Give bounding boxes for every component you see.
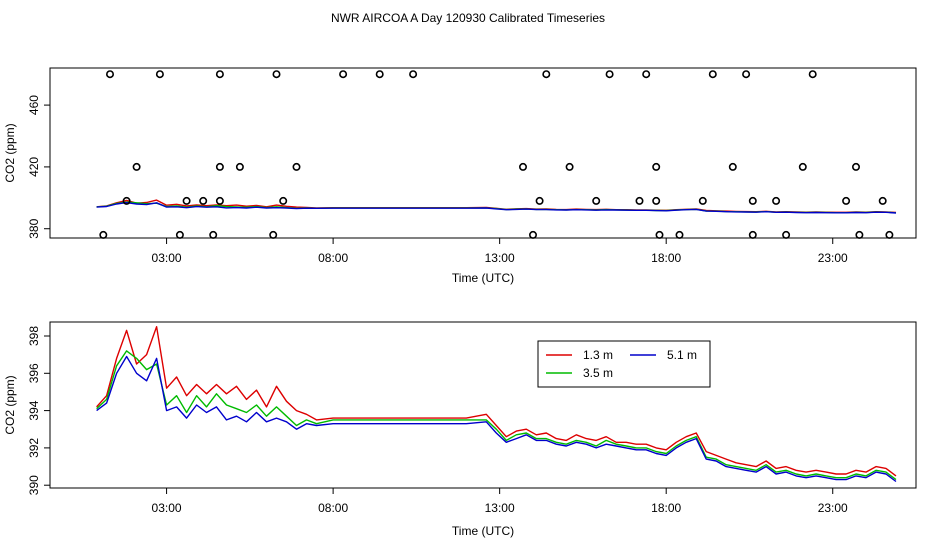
outlier-point	[878, 196, 887, 205]
outlier-point	[155, 70, 164, 79]
outlier-point	[772, 196, 781, 205]
outlier-point	[279, 196, 288, 205]
outlier-point	[652, 162, 661, 171]
outlier-point	[698, 196, 707, 205]
x-tick-label: 08:00	[318, 251, 348, 265]
y-tick-label: 396	[27, 363, 41, 383]
top-series-line-5-1-m	[96, 201, 897, 214]
x-tick-label: 03:00	[152, 501, 182, 515]
y-tick-label: 390	[27, 475, 41, 495]
legend-label-5-1m: 5.1 m	[667, 348, 697, 362]
outlier-point	[182, 196, 191, 205]
outlier-point	[215, 196, 224, 205]
outlier-point	[542, 70, 551, 79]
series-line-5-1-m	[96, 355, 897, 483]
outlier-point	[292, 162, 301, 171]
outlier-point	[655, 230, 664, 239]
x-tick-label: 03:00	[152, 251, 182, 265]
bottom-series-lines	[96, 326, 897, 483]
y-tick-label: 394	[27, 400, 41, 420]
bottom-y-axis: 390 392 394 396 398	[27, 326, 50, 495]
outlier-point	[782, 230, 791, 239]
top-x-axis-label: Time (UTC)	[452, 271, 514, 285]
outlier-point	[535, 196, 544, 205]
outlier-point	[605, 70, 614, 79]
outlier-point	[409, 70, 418, 79]
y-tick-label: 392	[27, 438, 41, 458]
outlier-point	[122, 196, 131, 205]
outlier-point	[215, 70, 224, 79]
outlier-point	[339, 70, 348, 79]
legend-box	[537, 340, 711, 388]
series-line-1-3-m	[96, 326, 897, 477]
outlier-point	[215, 162, 224, 171]
outlier-point	[635, 196, 644, 205]
top-y-axis: 380 420 460	[27, 95, 50, 239]
bottom-x-axis: 03:00 08:00 13:00 18:00 23:00	[152, 488, 848, 515]
outlier-point	[855, 230, 864, 239]
outlier-point	[748, 196, 757, 205]
outlier-point	[642, 70, 651, 79]
outlier-point	[132, 162, 141, 171]
x-tick-label: 13:00	[485, 501, 515, 515]
bottom-x-axis-label: Time (UTC)	[452, 524, 514, 538]
outlier-point	[106, 70, 115, 79]
outlier-point	[885, 230, 894, 239]
x-tick-label: 13:00	[485, 251, 515, 265]
outlier-point	[235, 162, 244, 171]
x-tick-label: 23:00	[818, 501, 848, 515]
outlier-point	[798, 162, 807, 171]
top-outlier-points	[99, 70, 894, 239]
outlier-point	[742, 70, 751, 79]
outlier-point	[99, 230, 108, 239]
top-x-axis: 03:00 08:00 13:00 18:00 23:00	[152, 238, 848, 265]
top-series-lines	[96, 199, 897, 214]
y-tick-label: 460	[27, 95, 41, 115]
y-tick-label: 420	[27, 157, 41, 177]
outlier-point	[728, 162, 737, 171]
outlier-point	[808, 70, 817, 79]
legend: 1.3 m 5.1 m 3.5 m	[537, 340, 711, 388]
legend-label-3-5m: 3.5 m	[583, 366, 613, 380]
legend-label-1-3m: 1.3 m	[583, 348, 613, 362]
bottom-plot-frame	[49, 321, 917, 489]
top-plot-frame	[49, 67, 917, 239]
outlier-point	[269, 230, 278, 239]
outlier-point	[842, 196, 851, 205]
x-tick-label: 08:00	[318, 501, 348, 515]
outlier-point	[209, 230, 218, 239]
bottom-panel: 390 392 394 396 398 03:00 08:00 13:00 18:00 23:0…	[3, 321, 917, 538]
outlier-point	[748, 230, 757, 239]
outlier-point	[199, 196, 208, 205]
outlier-point	[175, 230, 184, 239]
top-y-axis-label: CO2 (ppm)	[3, 123, 17, 182]
outlier-point	[592, 196, 601, 205]
x-tick-label: 23:00	[818, 251, 848, 265]
chart-title: NWR AIRCOA A Day 120930 Calibrated Times…	[331, 11, 605, 25]
y-tick-label: 398	[27, 326, 41, 346]
outlier-point	[565, 162, 574, 171]
x-tick-label: 18:00	[651, 501, 681, 515]
series-line-3-5-m	[96, 350, 897, 481]
outlier-point	[375, 70, 384, 79]
outlier-point	[851, 162, 860, 171]
bottom-y-axis-label: CO2 (ppm)	[3, 375, 17, 434]
outlier-point	[528, 230, 537, 239]
outlier-point	[675, 230, 684, 239]
outlier-point	[518, 162, 527, 171]
outlier-point	[708, 70, 717, 79]
x-tick-label: 18:00	[651, 251, 681, 265]
top-panel: 380 420 460 03:00 08:00 13:00 18:00 23:00 Time…	[3, 67, 917, 285]
outlier-point	[272, 70, 281, 79]
y-tick-label: 380	[27, 218, 41, 238]
outlier-point	[652, 196, 661, 205]
